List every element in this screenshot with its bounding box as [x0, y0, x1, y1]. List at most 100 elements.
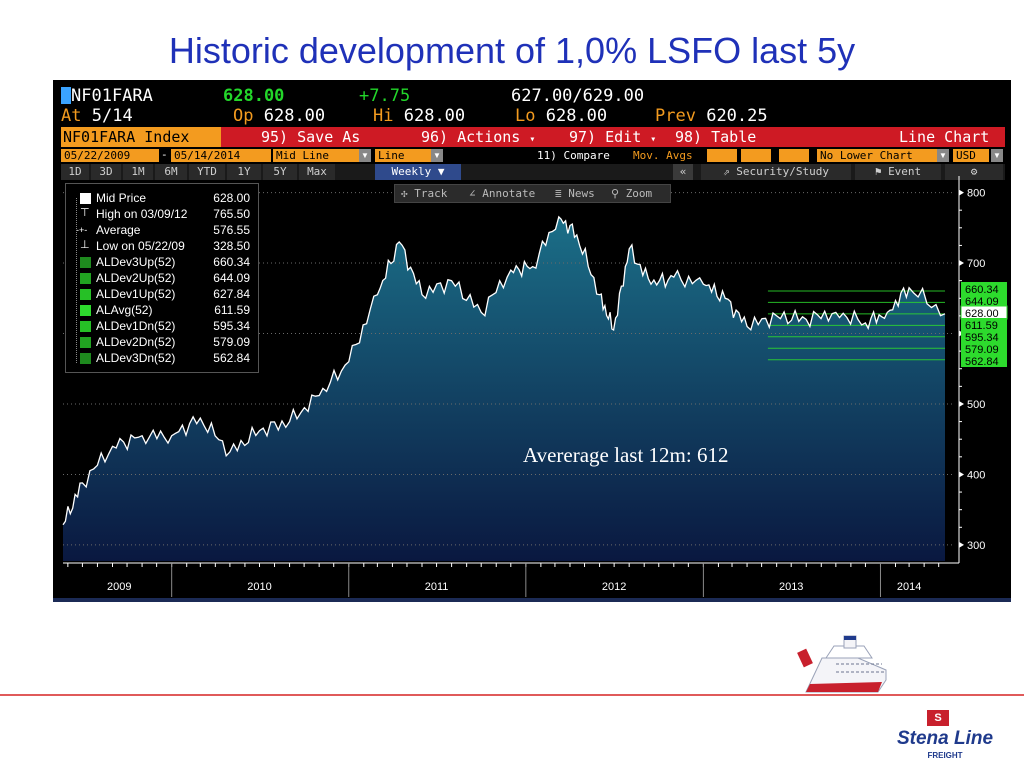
lower-chart-select[interactable]: No Lower Chart	[817, 149, 937, 162]
legend-row[interactable]: ALDev3Up(52) 660.34	[72, 254, 254, 270]
ticker[interactable]: NF01FARA	[71, 86, 153, 106]
mov-avg-input-1[interactable]	[707, 149, 737, 162]
chevron-down-icon[interactable]: ▼	[431, 149, 443, 162]
legend-row[interactable]: ALAvg(52) 611.59	[72, 302, 254, 318]
legend-label: ALDev2Up(52)	[96, 271, 176, 285]
chevron-down-icon[interactable]: ▼	[359, 149, 371, 162]
date-separator: -	[161, 148, 168, 161]
period-max[interactable]: Max	[299, 164, 335, 180]
legend-row[interactable]: ALDev3Dn(52) 562.84	[72, 350, 254, 366]
news-icon: ≣	[555, 187, 562, 200]
actions-button[interactable]: 96) Actions ▾	[421, 127, 535, 147]
band-value-label: 644.09	[965, 296, 999, 308]
chevron-down-icon[interactable]: ▼	[937, 149, 949, 162]
annotate-label: Annotate	[482, 187, 536, 200]
zoom-label: Zoom	[625, 187, 653, 200]
chart-tools: ✣ Track ∠ Annotate ≣ News ⚲ Zoom	[394, 184, 671, 203]
legend-label: ALDev3Up(52)	[96, 255, 176, 269]
field-select[interactable]: Mid Line	[273, 149, 359, 162]
track-tool[interactable]: ✣ Track	[401, 185, 447, 202]
band-value-box	[961, 294, 1007, 307]
low-label: Lo	[515, 106, 536, 126]
band-value-box	[961, 330, 1007, 343]
zoom-tool[interactable]: ⚲ Zoom	[611, 185, 652, 202]
legend-row[interactable]: ⊥ Low on 05/22/09 328.50	[72, 238, 254, 254]
period-1d[interactable]: 1D	[61, 164, 89, 180]
swatch-icon	[80, 305, 91, 316]
legend-value: 328.50	[213, 239, 250, 253]
low-value: 628.00	[545, 106, 608, 126]
chart-annotation: Avererage last 12m: 612	[523, 443, 728, 467]
collapse-button[interactable]: «	[673, 164, 693, 180]
swatch-icon	[80, 273, 91, 284]
ticker-cursor	[61, 87, 71, 104]
start-date-field[interactable]: 05/22/2009	[61, 149, 159, 162]
mov-avg-input-2[interactable]	[741, 149, 771, 162]
news-tool[interactable]: ≣ News	[555, 185, 595, 202]
currency-select[interactable]: USD	[953, 149, 989, 162]
legend-value: 765.50	[213, 207, 250, 221]
chevron-down-icon[interactable]: ▼	[991, 149, 1003, 162]
legend-value: 627.84	[213, 287, 250, 301]
white-square-icon	[80, 193, 91, 204]
period-1m[interactable]: 1M	[123, 164, 153, 180]
style-select[interactable]: Line	[375, 149, 431, 162]
average-marker-icon: -+-	[76, 225, 88, 235]
y-tick-label: 400	[967, 469, 985, 481]
period-1y[interactable]: 1Y	[227, 164, 261, 180]
legend-label: ALDev1Up(52)	[96, 287, 176, 301]
open-row: Op 628.00	[233, 106, 325, 126]
prev-value: 620.25	[706, 106, 768, 126]
crosshair-icon: ✣	[401, 187, 408, 200]
flag-icon: ⚑	[874, 165, 882, 178]
security-study-label: Security/Study	[736, 165, 829, 178]
period-5y[interactable]: 5Y	[263, 164, 297, 180]
price-area	[63, 216, 945, 561]
legend-row[interactable]: ⊤ High on 03/09/12 765.50	[72, 206, 254, 222]
chart-icon: ⇗	[723, 165, 730, 178]
x-tick-label: 2014	[897, 581, 921, 593]
legend-value: 576.55	[213, 223, 250, 237]
edit-button[interactable]: 97) Edit ▾	[569, 127, 656, 147]
band-value-box	[961, 342, 1007, 355]
y-tick-label: 500	[967, 399, 985, 411]
legend-label: High on 03/09/12	[96, 207, 188, 221]
high-row: Hi 628.00	[373, 106, 465, 126]
legend-label: Mid Price	[96, 191, 147, 205]
high-value: 628.00	[403, 106, 466, 126]
period-6m[interactable]: 6M	[155, 164, 187, 180]
low-row: Lo 628.00	[515, 106, 607, 126]
legend-row[interactable]: ALDev2Up(52) 644.09	[72, 270, 254, 286]
legend-value: 611.59	[214, 303, 250, 317]
period-3d[interactable]: 3D	[91, 164, 121, 180]
y-tick-label: 300	[967, 540, 985, 552]
legend-row[interactable]: -+- Average 576.55	[72, 222, 254, 238]
mov-avgs-label[interactable]: Mov. Avgs	[633, 149, 693, 162]
table-button[interactable]: 98) Table	[675, 128, 757, 146]
x-tick-label: 2013	[779, 581, 803, 593]
index-label[interactable]: NF01FARA Index	[61, 127, 221, 147]
pencil-icon: ∠	[469, 187, 476, 200]
logo-badge: S	[927, 710, 949, 726]
compare-button[interactable]: 11) Compare	[537, 149, 610, 162]
legend-row[interactable]: ALDev1Up(52) 627.84	[72, 286, 254, 302]
period-ytd[interactable]: YTD	[189, 164, 225, 180]
edit-label: 97) Edit	[569, 128, 642, 146]
legend-row[interactable]: ALDev1Dn(52) 595.34	[72, 318, 254, 334]
x-tick-label: 2009	[107, 581, 131, 593]
event-button[interactable]: ⚑ Event	[855, 164, 941, 180]
save-as-button[interactable]: 95) Save As	[261, 128, 361, 146]
legend-value: 562.84	[213, 351, 250, 365]
legend-row[interactable]: Mid Price 628.00	[72, 190, 254, 206]
band-value-label: 595.34	[965, 332, 999, 344]
legend-row[interactable]: ALDev2Dn(52) 579.09	[72, 334, 254, 350]
frequency-select[interactable]: Weekly ▼	[375, 164, 461, 180]
security-study-button[interactable]: ⇗ Security/Study	[701, 164, 851, 180]
swatch-icon	[80, 289, 91, 300]
logo-brand: Stena Line	[896, 728, 994, 749]
band-value-label: 611.59	[965, 320, 998, 332]
end-date-field[interactable]: 05/14/2014	[171, 149, 271, 162]
annotate-tool[interactable]: ∠ Annotate	[469, 185, 535, 202]
price-line	[62, 215, 946, 526]
mov-avg-input-3[interactable]	[779, 149, 809, 162]
